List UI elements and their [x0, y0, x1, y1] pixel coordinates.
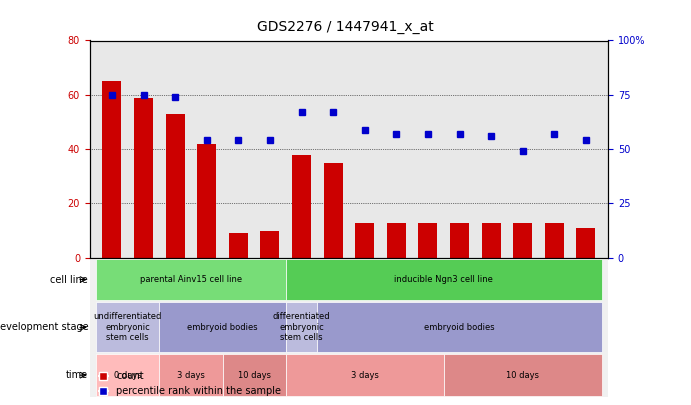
FancyBboxPatch shape	[286, 302, 317, 352]
FancyBboxPatch shape	[160, 302, 286, 352]
Bar	[576, 228, 596, 258]
FancyBboxPatch shape	[286, 259, 602, 301]
Text: undifferentiated
embryonic
stem cells: undifferentiated embryonic stem cells	[93, 313, 162, 342]
Bar	[482, 222, 501, 258]
FancyBboxPatch shape	[444, 354, 602, 396]
Bar	[229, 233, 248, 258]
FancyBboxPatch shape	[96, 302, 160, 352]
FancyBboxPatch shape	[317, 302, 602, 352]
Bar	[197, 144, 216, 258]
Text: embryoid bodies: embryoid bodies	[187, 323, 258, 332]
FancyBboxPatch shape	[286, 354, 444, 396]
Text: 10 days: 10 days	[507, 371, 539, 379]
Bar	[166, 114, 184, 258]
Text: cell line: cell line	[50, 275, 88, 285]
Bar	[323, 163, 343, 258]
Text: embryoid bodies: embryoid bodies	[424, 323, 495, 332]
Bar	[261, 231, 279, 258]
Bar	[545, 222, 564, 258]
Bar	[292, 155, 311, 258]
Text: GDS2276 / 1447941_x_at: GDS2276 / 1447941_x_at	[257, 20, 434, 34]
Text: parental Ainv15 cell line: parental Ainv15 cell line	[140, 275, 242, 284]
Text: differentiated
embryonic
stem cells: differentiated embryonic stem cells	[273, 313, 330, 342]
Text: inducible Ngn3 cell line: inducible Ngn3 cell line	[395, 275, 493, 284]
Bar	[355, 222, 375, 258]
FancyBboxPatch shape	[160, 354, 223, 396]
FancyBboxPatch shape	[223, 354, 286, 396]
FancyBboxPatch shape	[96, 259, 286, 301]
Bar	[134, 98, 153, 258]
FancyBboxPatch shape	[96, 354, 160, 396]
Bar	[513, 222, 532, 258]
Text: 10 days: 10 days	[238, 371, 271, 379]
Text: 0 days: 0 days	[114, 371, 142, 379]
Bar	[450, 222, 469, 258]
Text: 3 days: 3 days	[177, 371, 205, 379]
Bar	[102, 81, 122, 258]
Text: development stage: development stage	[0, 322, 88, 333]
Text: time: time	[66, 370, 88, 380]
Bar	[387, 222, 406, 258]
Legend: count, percentile rank within the sample: count, percentile rank within the sample	[95, 367, 285, 400]
Text: 3 days: 3 days	[351, 371, 379, 379]
Bar	[419, 222, 437, 258]
